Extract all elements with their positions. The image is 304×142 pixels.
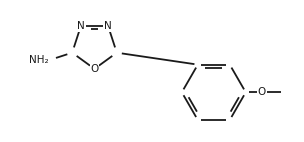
Text: O: O xyxy=(90,64,98,74)
Text: N: N xyxy=(77,21,85,32)
Text: O: O xyxy=(258,87,266,97)
Text: N: N xyxy=(104,21,112,32)
Text: NH₂: NH₂ xyxy=(29,55,49,65)
